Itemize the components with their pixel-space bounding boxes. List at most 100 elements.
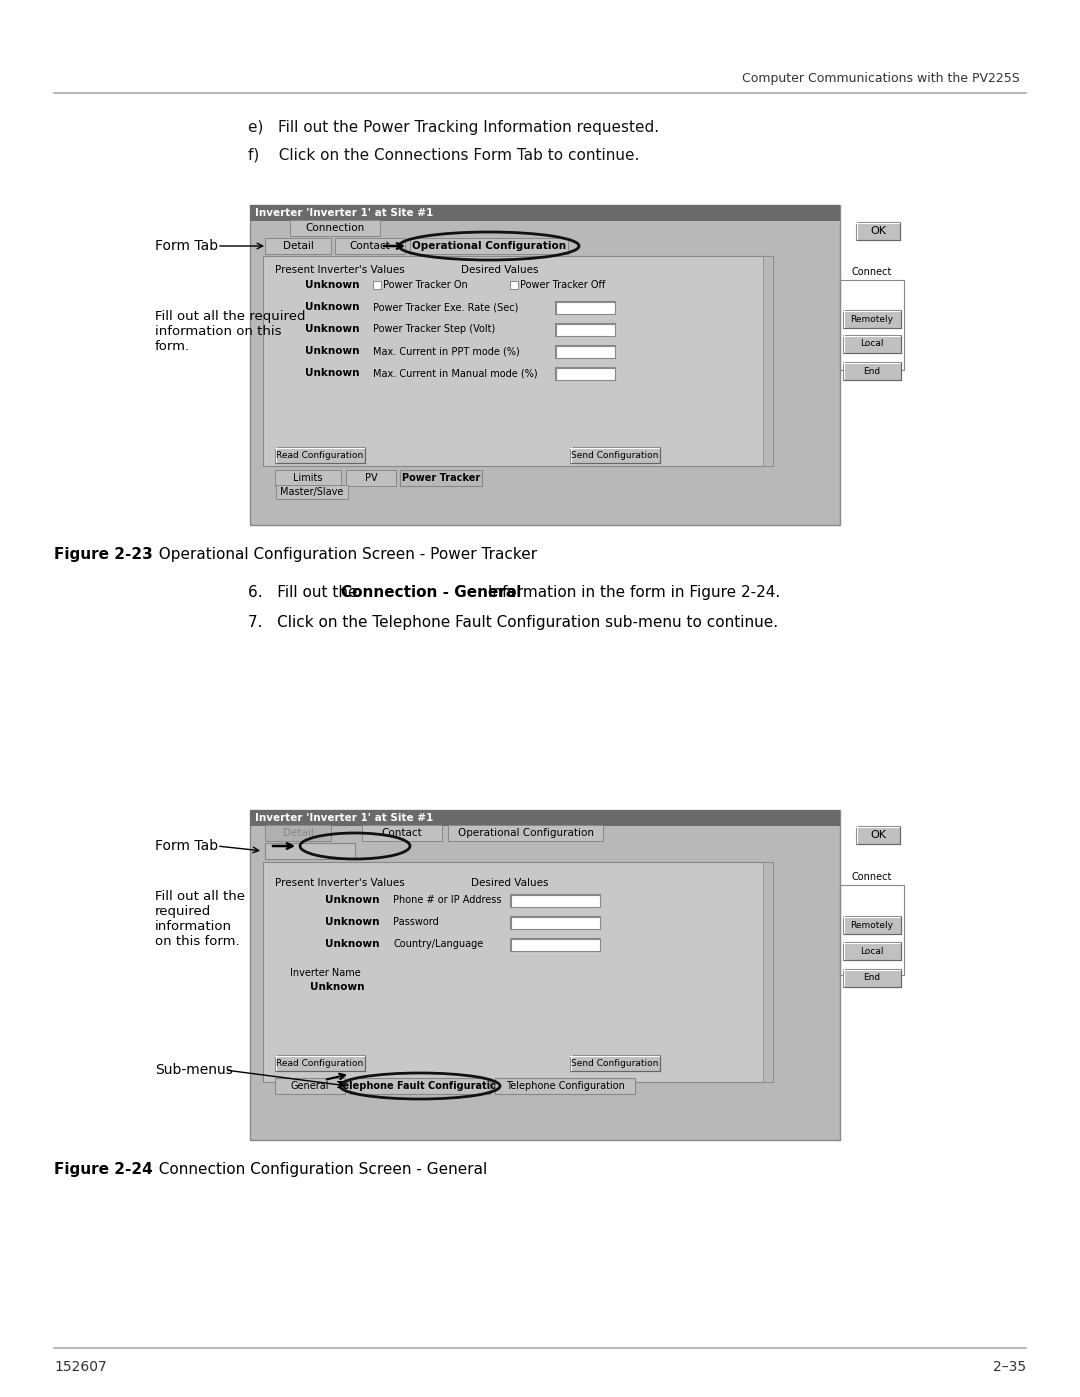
- Text: Password: Password: [393, 916, 438, 928]
- Text: Unknown: Unknown: [310, 982, 365, 992]
- Text: Figure 2-23: Figure 2-23: [54, 548, 152, 562]
- Text: Max. Current in PPT mode (%): Max. Current in PPT mode (%): [373, 346, 519, 356]
- FancyBboxPatch shape: [762, 862, 773, 1083]
- FancyBboxPatch shape: [373, 281, 381, 289]
- Text: Desired Values: Desired Values: [471, 877, 549, 888]
- FancyBboxPatch shape: [843, 942, 901, 960]
- FancyBboxPatch shape: [495, 1078, 635, 1094]
- FancyBboxPatch shape: [275, 469, 341, 486]
- FancyBboxPatch shape: [249, 205, 840, 221]
- Text: Unknown: Unknown: [325, 916, 380, 928]
- FancyBboxPatch shape: [249, 205, 840, 525]
- FancyBboxPatch shape: [264, 256, 773, 467]
- Text: Detail: Detail: [283, 828, 313, 838]
- Text: Unknown: Unknown: [306, 367, 360, 379]
- FancyBboxPatch shape: [265, 842, 355, 859]
- Text: e)   Fill out the Power Tracking Information requested.: e) Fill out the Power Tracking Informati…: [248, 120, 659, 136]
- Text: OK: OK: [870, 226, 886, 236]
- Text: Unknown: Unknown: [325, 939, 380, 949]
- FancyBboxPatch shape: [275, 1055, 365, 1071]
- Text: Telephone Configuration: Telephone Configuration: [505, 1081, 624, 1091]
- Text: Present Inverter's Values: Present Inverter's Values: [275, 877, 405, 888]
- Text: Local: Local: [861, 947, 883, 956]
- FancyBboxPatch shape: [276, 485, 348, 499]
- FancyBboxPatch shape: [265, 826, 330, 841]
- FancyBboxPatch shape: [346, 469, 396, 486]
- Text: Detail: Detail: [283, 242, 313, 251]
- FancyBboxPatch shape: [510, 916, 600, 929]
- Text: Power Tracker Exe. Rate (Sec): Power Tracker Exe. Rate (Sec): [373, 302, 518, 312]
- FancyBboxPatch shape: [570, 1055, 660, 1071]
- Text: Contact: Contact: [350, 242, 390, 251]
- Text: Operational Configuration: Operational Configuration: [411, 242, 566, 251]
- Text: Country/Language: Country/Language: [393, 939, 483, 949]
- FancyBboxPatch shape: [510, 894, 600, 907]
- Text: Connection: Connection: [306, 224, 365, 233]
- FancyBboxPatch shape: [555, 367, 615, 380]
- FancyBboxPatch shape: [510, 937, 600, 951]
- Text: Master/Slave: Master/Slave: [281, 488, 343, 497]
- Text: Power Tracker: Power Tracker: [402, 474, 481, 483]
- Text: Operational Configuration: Operational Configuration: [458, 828, 594, 838]
- Text: Desired Values: Desired Values: [461, 265, 539, 275]
- Text: Fill out all the
required
information
on this form.: Fill out all the required information on…: [156, 890, 245, 949]
- Text: Remotely: Remotely: [851, 314, 893, 324]
- FancyBboxPatch shape: [362, 826, 442, 841]
- FancyBboxPatch shape: [350, 1078, 490, 1094]
- Text: Unknown: Unknown: [325, 895, 380, 905]
- Text: End: End: [863, 366, 880, 376]
- Text: Unknown: Unknown: [306, 279, 360, 291]
- FancyBboxPatch shape: [843, 335, 901, 353]
- Text: Inverter 'Inverter 1' at Site #1: Inverter 'Inverter 1' at Site #1: [255, 208, 433, 218]
- Text: Connection - General: Connection - General: [341, 585, 522, 599]
- Text: Form Tab: Form Tab: [156, 239, 218, 253]
- Text: Fill out all the required
information on this
form.: Fill out all the required information on…: [156, 310, 306, 353]
- Text: f)    Click on the Connections Form Tab to continue.: f) Click on the Connections Form Tab to …: [248, 148, 639, 163]
- FancyBboxPatch shape: [555, 323, 615, 337]
- FancyBboxPatch shape: [856, 222, 900, 240]
- FancyBboxPatch shape: [291, 219, 380, 236]
- Text: Limits: Limits: [294, 474, 323, 483]
- FancyBboxPatch shape: [843, 362, 901, 380]
- Text: Sub-menus: Sub-menus: [156, 1063, 233, 1077]
- Text: Present Inverter's Values: Present Inverter's Values: [275, 265, 405, 275]
- Text: Inverter Name: Inverter Name: [291, 968, 361, 978]
- FancyBboxPatch shape: [510, 281, 518, 289]
- Text: Phone # or IP Address: Phone # or IP Address: [393, 895, 501, 905]
- Text: Contact: Contact: [381, 828, 422, 838]
- FancyBboxPatch shape: [335, 237, 405, 254]
- Text: Inverter 'Inverter 1' at Site #1: Inverter 'Inverter 1' at Site #1: [255, 813, 433, 823]
- FancyBboxPatch shape: [843, 916, 901, 935]
- FancyBboxPatch shape: [843, 310, 901, 328]
- Text: Form Tab: Form Tab: [156, 840, 218, 854]
- Text: Connect: Connect: [852, 267, 892, 277]
- Text: Power Tracker On: Power Tracker On: [383, 279, 468, 291]
- Text: Remotely: Remotely: [851, 921, 893, 929]
- Text: 6.   Fill out the: 6. Fill out the: [248, 585, 363, 599]
- Text: General: General: [291, 1081, 329, 1091]
- Text: Telephone Fault Configuration: Telephone Fault Configuration: [337, 1081, 503, 1091]
- FancyBboxPatch shape: [762, 256, 773, 467]
- Text: Read Configuration: Read Configuration: [276, 450, 364, 460]
- Text: OK: OK: [870, 830, 886, 840]
- Text: Unknown: Unknown: [306, 302, 360, 312]
- Text: Unknown: Unknown: [306, 324, 360, 334]
- Text: Unknown: Unknown: [306, 346, 360, 356]
- FancyBboxPatch shape: [275, 1078, 345, 1094]
- FancyBboxPatch shape: [400, 469, 482, 486]
- Text: Figure 2-24: Figure 2-24: [54, 1162, 152, 1178]
- FancyBboxPatch shape: [275, 447, 365, 462]
- Text: Connection Configuration Screen - General: Connection Configuration Screen - Genera…: [149, 1162, 487, 1178]
- Text: Local: Local: [861, 339, 883, 348]
- FancyBboxPatch shape: [570, 447, 660, 462]
- FancyBboxPatch shape: [264, 862, 773, 1083]
- FancyBboxPatch shape: [555, 345, 615, 358]
- Text: 7.   Click on the Telephone Fault Configuration sub-menu to continue.: 7. Click on the Telephone Fault Configur…: [248, 615, 778, 630]
- FancyBboxPatch shape: [555, 300, 615, 314]
- Text: 2–35: 2–35: [993, 1361, 1026, 1375]
- FancyBboxPatch shape: [249, 810, 840, 1140]
- Text: Power Tracker Step (Volt): Power Tracker Step (Volt): [373, 324, 496, 334]
- FancyBboxPatch shape: [843, 970, 901, 988]
- Text: Information in the form in Figure 2-24.: Information in the form in Figure 2-24.: [483, 585, 780, 599]
- FancyBboxPatch shape: [265, 237, 330, 254]
